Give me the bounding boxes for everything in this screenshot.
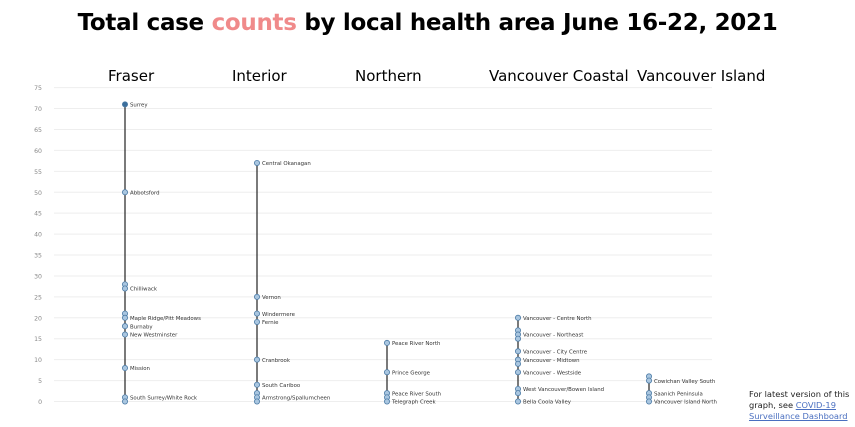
point-label-northern-2: Peace River South bbox=[392, 391, 441, 397]
data-point-fraser-10 bbox=[122, 398, 129, 405]
data-point-fraser-3 bbox=[122, 285, 129, 292]
data-point-vancouver-island-1 bbox=[646, 377, 653, 384]
data-point-fraser-0 bbox=[122, 101, 129, 108]
point-label-interior-5: South Cariboo bbox=[262, 383, 300, 389]
point-label-northern-1: Prince George bbox=[392, 370, 431, 376]
y-tick-label-70: 70 bbox=[34, 106, 42, 113]
y-tick-label-45: 45 bbox=[34, 211, 42, 218]
point-label-vancouver-island-2: Saanich Peninsula bbox=[654, 391, 703, 397]
point-label-vancouver-coastal-0: Vancouver - Centre North bbox=[523, 316, 592, 322]
point-label-fraser-7: New Westminster bbox=[130, 333, 178, 339]
point-label-vancouver-island-4: Vancouver Island North bbox=[654, 400, 717, 406]
y-tick-label-30: 30 bbox=[34, 273, 42, 280]
y-tick-label-75: 75 bbox=[34, 85, 42, 92]
y-tick-label-35: 35 bbox=[34, 253, 42, 260]
data-point-vancouver-coastal-0 bbox=[515, 314, 522, 321]
point-label-fraser-5: Maple Ridge/Pitt Meadows bbox=[130, 316, 201, 322]
data-point-northern-0 bbox=[383, 339, 390, 346]
point-label-interior-1: Vernon bbox=[262, 295, 281, 301]
y-tick-label-15: 15 bbox=[34, 336, 42, 343]
data-point-northern-1 bbox=[383, 369, 390, 376]
point-label-interior-7: Armstrong/Spallumcheen bbox=[262, 396, 330, 402]
dashboard-link[interactable]: COVID-19 Surveillance Dashboard bbox=[749, 400, 848, 421]
y-tick-label-10: 10 bbox=[34, 357, 42, 364]
title-part-1: Total case bbox=[77, 10, 212, 36]
data-point-vancouver-coastal-7 bbox=[515, 369, 522, 376]
region-label-vancouver-island: Vancouver Island bbox=[637, 67, 766, 85]
point-label-vancouver-coastal-10: Bella Coola Valley bbox=[523, 400, 572, 406]
region-label-vancouver-coastal: Vancouver Coastal bbox=[489, 67, 629, 85]
data-point-fraser-6 bbox=[122, 323, 129, 330]
data-point-vancouver-island-4 bbox=[646, 398, 653, 405]
y-tick-label-60: 60 bbox=[34, 148, 42, 155]
point-label-vancouver-coastal-4: Vancouver - City Centre bbox=[523, 349, 588, 355]
point-label-interior-3: Fernie bbox=[262, 320, 279, 326]
y-tick-label-25: 25 bbox=[34, 294, 42, 301]
data-point-interior-3 bbox=[253, 318, 260, 325]
data-point-interior-5 bbox=[253, 381, 260, 388]
region-label-interior: Interior bbox=[232, 67, 287, 85]
y-tick-label-55: 55 bbox=[34, 169, 42, 176]
note-text: For latest version of this graph, see bbox=[749, 389, 850, 410]
point-label-vancouver-coastal-7: Vancouver - Westside bbox=[523, 370, 582, 376]
point-label-fraser-8: Mission bbox=[130, 366, 150, 372]
point-label-interior-2: Windermere bbox=[262, 312, 296, 318]
data-point-vancouver-coastal-3 bbox=[515, 335, 522, 342]
point-label-northern-0: Peace River North bbox=[392, 341, 440, 347]
data-point-vancouver-coastal-6 bbox=[515, 360, 522, 367]
y-tick-label-0: 0 bbox=[38, 399, 42, 406]
y-tick-label-5: 5 bbox=[38, 378, 42, 385]
point-label-fraser-3: Chilliwack bbox=[130, 287, 158, 293]
data-point-vancouver-coastal-4 bbox=[515, 348, 522, 355]
point-label-fraser-0: Surrey bbox=[130, 103, 148, 109]
data-point-interior-4 bbox=[253, 356, 260, 363]
title-part-2: by local health area June 16-22, 2021 bbox=[296, 10, 778, 36]
point-label-vancouver-coastal-5: Vancouver - Midtown bbox=[523, 358, 580, 364]
y-tick-label-65: 65 bbox=[34, 127, 42, 134]
point-label-fraser-6: Burnaby bbox=[130, 324, 153, 330]
point-label-interior-4: Cranbrook bbox=[262, 358, 291, 364]
dashboard-note: For latest version of this graph, see CO… bbox=[749, 389, 851, 422]
y-tick-label-20: 20 bbox=[34, 315, 42, 322]
data-point-northern-4 bbox=[383, 398, 390, 405]
data-point-interior-1 bbox=[253, 293, 260, 300]
y-tick-label-40: 40 bbox=[34, 232, 42, 239]
point-label-northern-4: Telegraph Creek bbox=[391, 400, 436, 406]
data-point-fraser-7 bbox=[122, 331, 129, 338]
point-label-vancouver-coastal-2: Vancouver - Northeast bbox=[523, 333, 583, 339]
point-label-vancouver-island-1: Cowichan Valley South bbox=[654, 379, 715, 385]
data-point-interior-0 bbox=[253, 159, 260, 166]
data-point-interior-2 bbox=[253, 310, 260, 317]
point-label-interior-0: Central Okanagan bbox=[262, 161, 311, 167]
data-point-fraser-1 bbox=[122, 189, 129, 196]
data-point-fraser-5 bbox=[122, 314, 129, 321]
chart-title: Total case counts by local health area J… bbox=[0, 10, 855, 36]
point-label-fraser-1: Abbotsford bbox=[130, 190, 160, 196]
data-point-fraser-8 bbox=[122, 365, 129, 372]
y-tick-label-50: 50 bbox=[34, 190, 42, 197]
region-label-fraser: Fraser bbox=[108, 67, 155, 85]
data-point-interior-8 bbox=[253, 398, 260, 405]
point-label-fraser-9: South Surrey/White Rock bbox=[130, 396, 198, 402]
region-label-northern: Northern bbox=[355, 67, 422, 85]
data-point-vancouver-coastal-9 bbox=[515, 390, 522, 397]
point-label-vancouver-coastal-8: West Vancouver/Bowen Island bbox=[523, 387, 604, 393]
title-highlight: counts bbox=[211, 10, 297, 36]
data-point-vancouver-coastal-10 bbox=[515, 398, 522, 405]
